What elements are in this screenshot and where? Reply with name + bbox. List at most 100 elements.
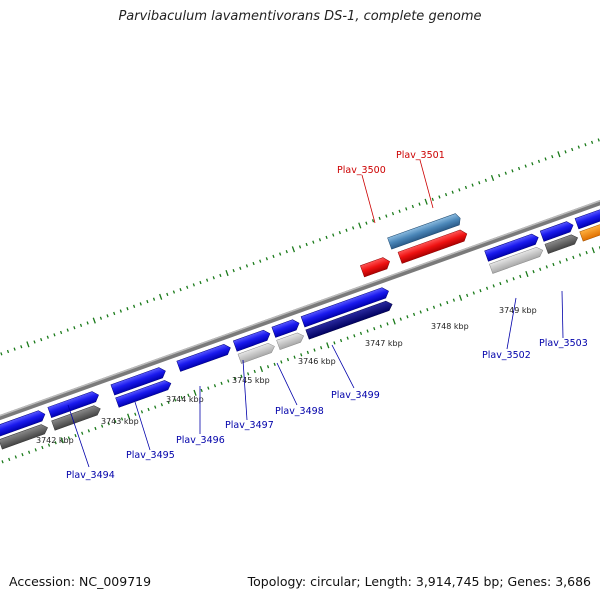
gene-label-plav-3494[interactable]: Plav_3494 [66,470,115,481]
genome-backbone [0,137,600,426]
gene-arrow-plav-3500[interactable] [360,256,391,278]
minor-tick [338,231,341,235]
minor-tick [551,154,554,159]
minor-tick [517,166,521,171]
minor-tick [79,323,83,327]
tick-label-3745: 3745 kbp [232,376,270,385]
gene-arrow-row1[interactable] [232,328,272,352]
gene-label-plav-3498[interactable]: Plav_3498 [275,406,324,417]
minor-tick [571,147,574,152]
major-tick [92,317,96,324]
minor-tick [439,303,442,307]
gene-box-row2[interactable] [579,220,600,242]
gene-labels: Plav_3500 Plav_3501 Plav_3494 Plav_3495 … [66,150,588,481]
gene-box-row2[interactable] [305,299,394,340]
minor-tick [227,379,230,383]
major-tick [127,413,131,420]
minor-tick [233,376,236,381]
gene-box-row2[interactable] [51,404,102,431]
gene-arrow-row1[interactable] [47,390,101,418]
minor-tick [120,417,124,421]
leader-line-plav-3494 [67,404,90,468]
minor-tick [458,188,461,192]
minor-tick [345,228,348,232]
map-title: Parvibaculum lavamentivorans DS-1, compl… [118,9,482,24]
minor-tick [313,348,316,352]
minor-tick [405,207,408,211]
minor-tick [147,407,150,412]
minor-tick [53,333,56,337]
minor-tick [578,253,582,257]
major-tick [392,318,396,325]
minor-tick [406,315,409,319]
minor-tick [585,250,588,255]
minor-tick [160,403,163,407]
gene-arrow-row1[interactable] [300,286,390,328]
minor-tick [205,278,209,282]
gene-label-plav-3500[interactable]: Plav_3500 [337,165,386,176]
gene-label-plav-3502[interactable]: Plav_3502 [482,350,531,361]
gene-box-row2[interactable] [489,246,544,274]
tick-label-3749: 3749 kbp [499,306,537,315]
major-tick [424,198,428,205]
minor-tick [385,214,388,218]
gene-arrow-plav-3501-homolog[interactable] [387,213,463,250]
gene-arrow-row1[interactable] [110,366,167,396]
gene-box-row2[interactable] [237,342,276,364]
minor-tick [418,202,421,206]
minor-tick [207,386,210,390]
gene-box-row2[interactable] [276,331,306,351]
gene-arrow-row1[interactable] [484,232,540,262]
minor-tick [365,221,368,225]
minor-tick [113,311,116,316]
gene-box-row2[interactable] [544,233,579,254]
minor-tick [451,190,454,194]
gene-arrow-row1[interactable] [539,220,575,242]
gene-label-plav-3496[interactable]: Plav_3496 [176,435,225,446]
minor-tick [426,308,429,312]
minor-tick [99,316,103,320]
minor-tick [179,288,182,292]
minor-tick [41,445,44,450]
minor-tick [378,216,381,221]
minor-tick [100,424,104,428]
gene-label-plav-3499[interactable]: Plav_3499 [331,390,380,401]
minor-tick [286,357,290,362]
minor-tick [74,433,77,438]
minor-tick [174,398,177,402]
minor-tick [532,270,535,274]
genome-summary: Topology: circular; Length: 3,914,745 bp… [247,574,591,589]
gene-box-row2[interactable] [0,423,49,450]
minor-tick [466,293,469,298]
gene-box-row2[interactable] [115,379,173,408]
gene-arrow-plav-3501[interactable] [397,228,469,264]
gene-label-plav-3495[interactable]: Plav_3495 [126,450,175,461]
gene-label-plav-3503[interactable]: Plav_3503 [539,338,588,349]
minor-tick [590,140,594,144]
gene-label-plav-3497[interactable]: Plav_3497 [225,420,274,431]
minor-tick [21,452,24,457]
minor-tick [472,291,475,295]
minor-tick [511,169,514,173]
minor-tick [94,426,97,431]
gene-arrow-row1[interactable] [574,207,600,230]
minor-tick [212,276,215,280]
major-tick [525,270,529,278]
minor-tick [531,162,534,166]
major-tick [490,174,495,182]
minor-tick [464,185,468,190]
gene-label-plav-3501[interactable]: Plav_3501 [396,150,445,161]
gene-arrow-row1[interactable] [271,318,301,338]
minor-tick [320,346,323,350]
minor-tick [552,262,555,267]
minor-tick [504,171,507,175]
gene-arrow-row1[interactable] [176,343,232,372]
minor-tick [146,299,149,304]
minor-tick [239,266,242,270]
leader-line-plav-3503 [561,290,564,339]
minor-tick [253,369,256,374]
gene-arrow-row1[interactable] [0,409,47,438]
minor-tick [332,233,335,237]
minor-tick [213,384,217,388]
